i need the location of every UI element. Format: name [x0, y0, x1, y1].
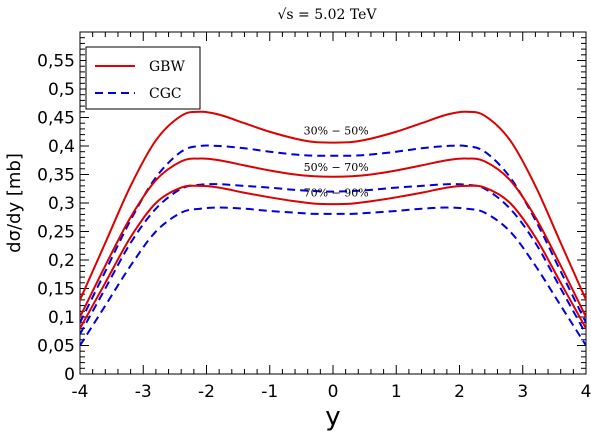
series-line-gbw-30-50 [80, 110, 586, 301]
y-tick-label: 0,2 [48, 251, 75, 271]
x-tick-label: 4 [581, 382, 591, 402]
y-tick-label: 0,4 [48, 137, 75, 157]
x-tick-label: 0 [328, 382, 339, 402]
y-tick-label: 0,5 [48, 80, 75, 100]
y-tick-label: 0,05 [37, 337, 75, 357]
y-tick-label: 0,3 [48, 194, 75, 214]
y-tick-label: 0,35 [37, 166, 75, 186]
centrality-annotation: 30% − 50% [304, 125, 369, 138]
x-tick-label: -3 [135, 382, 152, 402]
series-line-cgc-30-50 [80, 144, 586, 324]
legend: GBW CGC [85, 46, 201, 110]
y-tick-label: 0,1 [48, 308, 75, 328]
x-tick-label: 3 [517, 382, 528, 402]
centrality-annotation: 50% − 70% [304, 161, 369, 174]
y-tick-label: 0,55 [37, 52, 75, 72]
x-tick-label: -2 [198, 382, 215, 402]
y-tick-labels: 0 0,05 0,1 0,15 0,2 0,25 0,3 0,35 0,4 0,45 0,5 0,55 [37, 52, 75, 386]
legend-box [85, 46, 201, 110]
x-tick-labels: -4 -3 -2 -1 0 1 2 3 4 [72, 382, 591, 402]
y-axis-title: dσ/dy [mb] [4, 153, 25, 253]
x-tick-label: -1 [261, 382, 278, 402]
y-tick-label: 0,25 [37, 223, 75, 243]
x-tick-label: -4 [72, 382, 89, 402]
series-lines [80, 110, 586, 347]
series-line-cgc-70-90 [80, 206, 586, 347]
series-line-gbw-50-70 [80, 157, 586, 318]
x-tick-label: 2 [454, 382, 465, 402]
x-tick-label: 1 [391, 382, 402, 402]
centrality-annotation: 70% − 90% [304, 187, 369, 200]
series-line-cgc-50-70 [80, 183, 586, 335]
y-tick-label: 0,15 [37, 280, 75, 300]
y-tick-label: 0 [64, 365, 75, 385]
legend-label-cgc: CGC [149, 86, 182, 102]
ticks [79, 31, 587, 375]
y-tick-label: 0,45 [37, 109, 75, 129]
legend-label-gbw: GBW [149, 59, 185, 75]
series-line-gbw-70-90 [80, 184, 586, 329]
chart-title: √s = 5.02 TeV [277, 7, 377, 23]
x-axis-title: y [325, 402, 340, 432]
annotations: 30% − 50% 50% − 70% 70% − 90% [304, 125, 369, 200]
